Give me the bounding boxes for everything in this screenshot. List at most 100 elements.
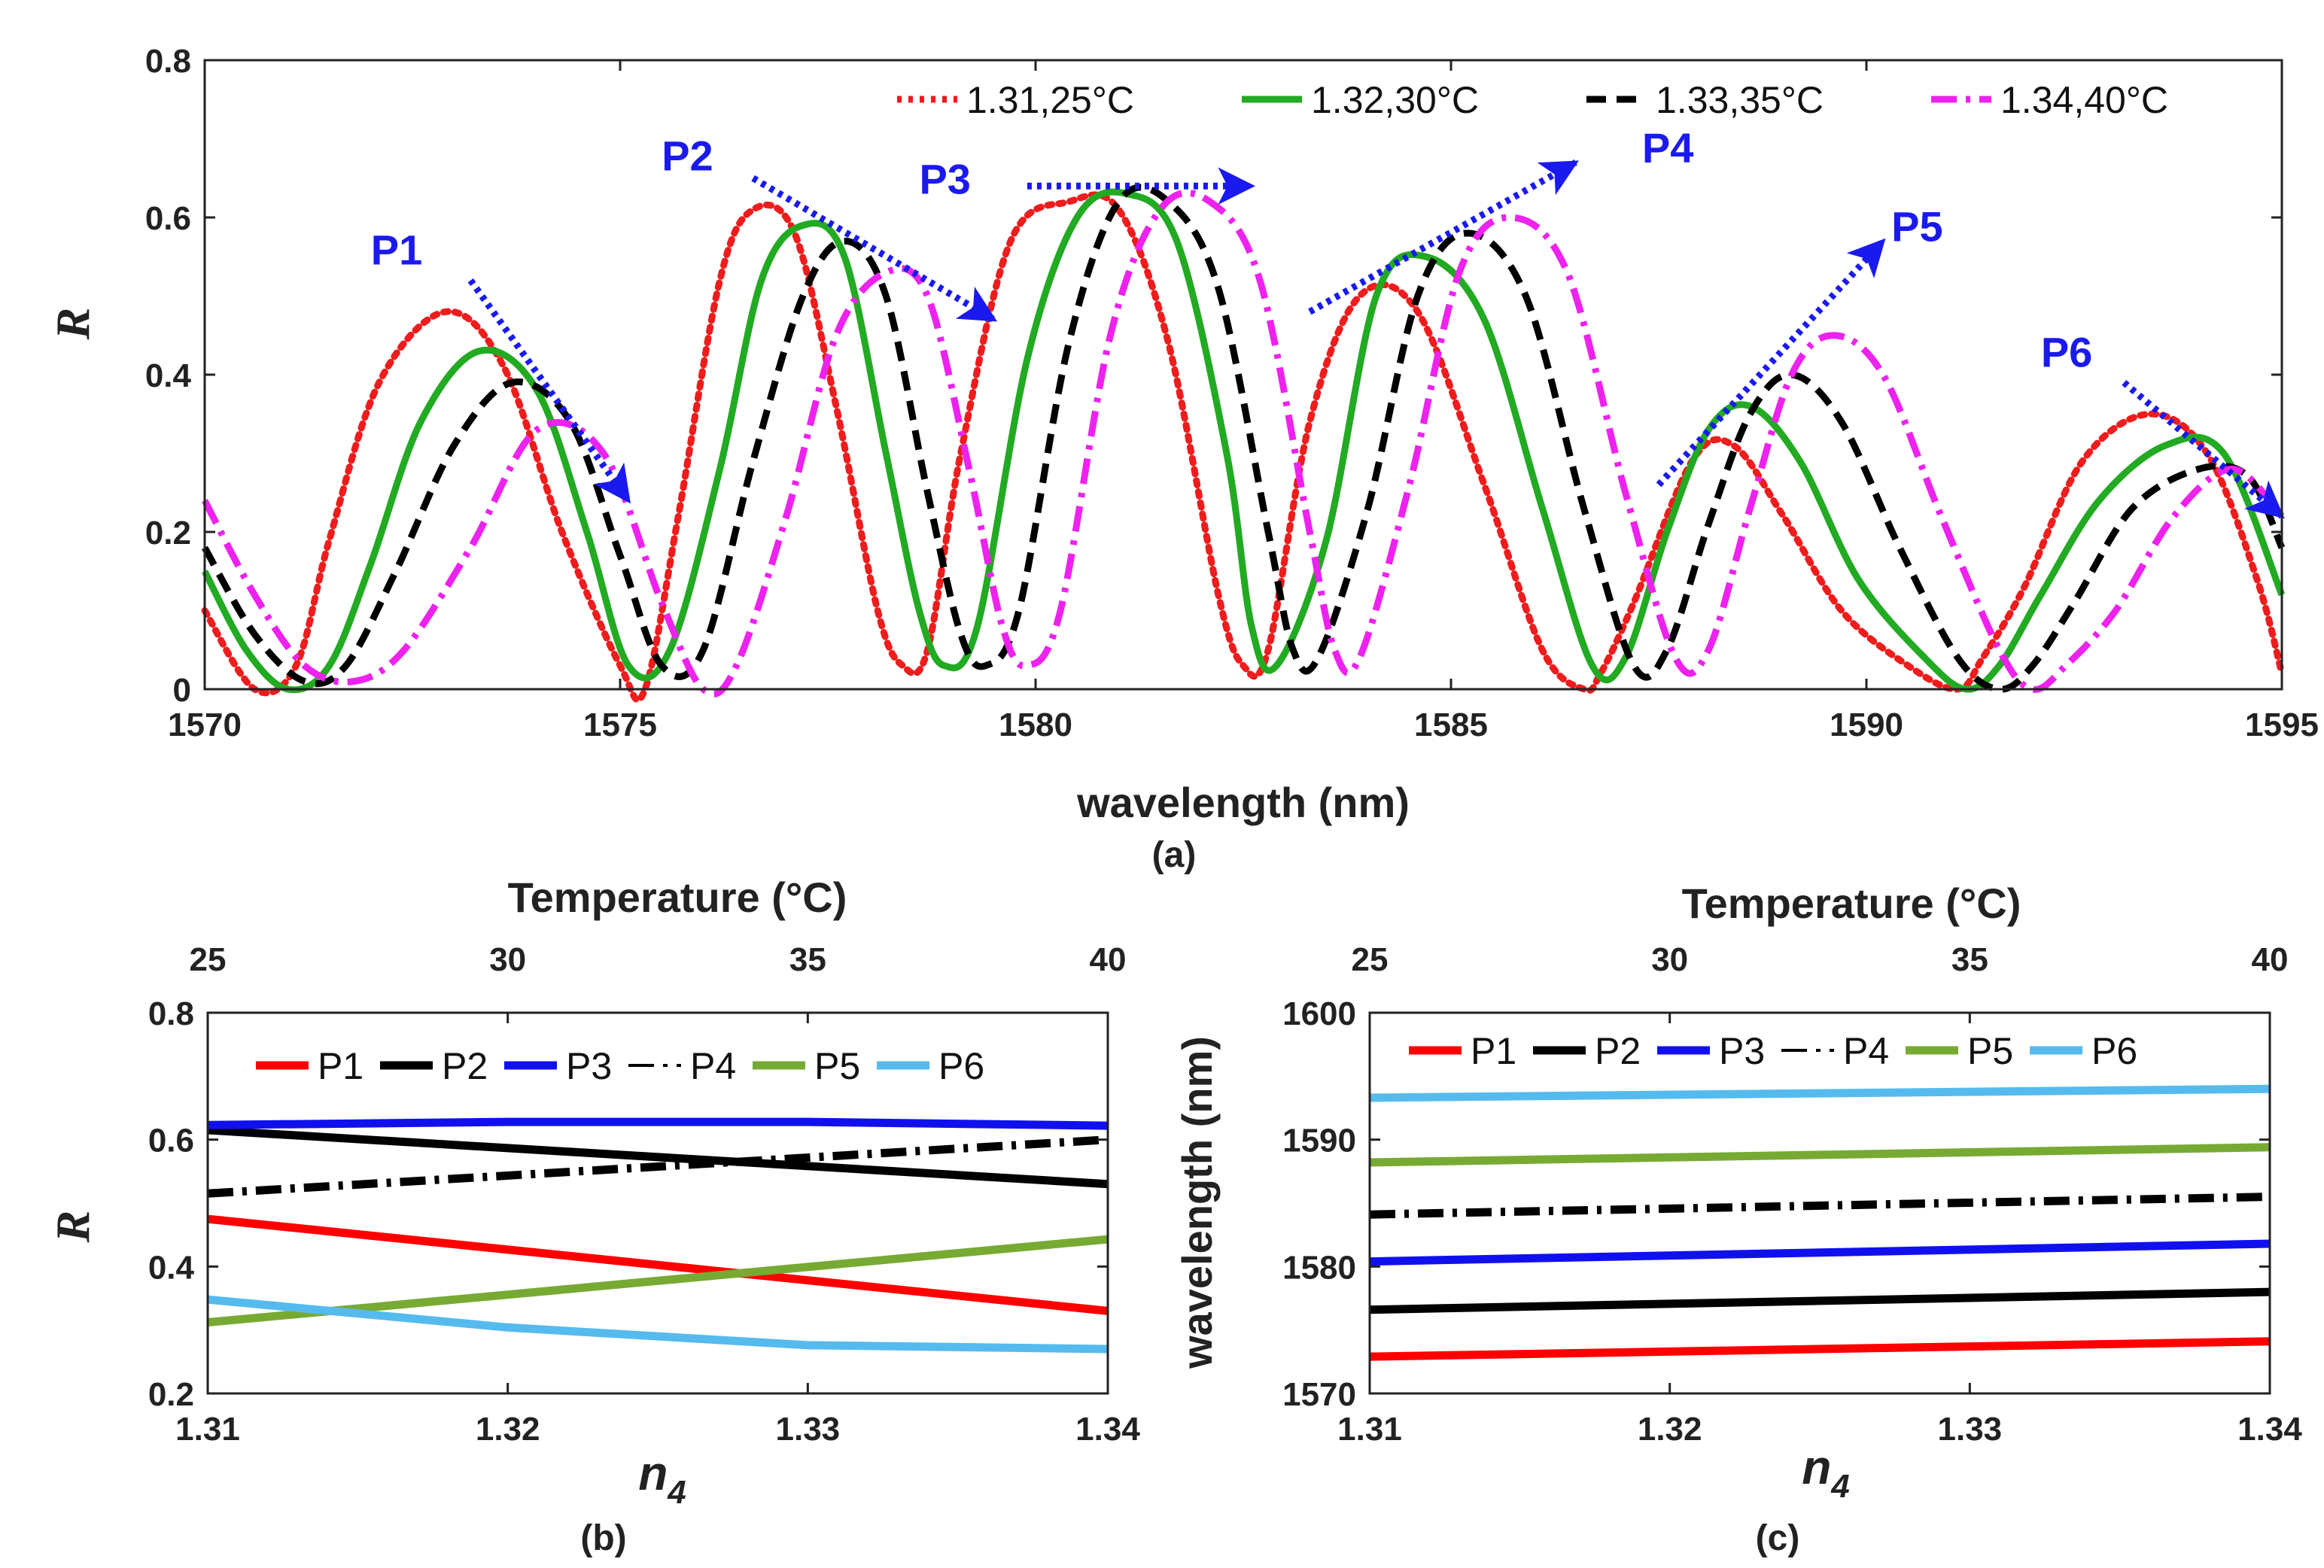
chart-c-caption: (c) <box>1756 1518 1800 1558</box>
chart-a-annotation-label-5: P5 <box>1891 202 1943 250</box>
chart-b-legend-label-2: P2 <box>442 1045 488 1087</box>
chart-b-ytick-label: 0.8 <box>148 995 194 1032</box>
chart-a: P1 P2 P3 P4 P5 P6 1570 1575 1580 1585 1590 1595 0 0.… <box>46 43 2319 875</box>
chart-b-xtick-label: 1.32 <box>476 1411 540 1448</box>
chart-a-legend-label-4: 1.34,40°C <box>2000 79 2168 121</box>
chart-b-xtick-label: 1.31 <box>175 1411 240 1448</box>
chart-c-legend-label-3: P3 <box>1719 1030 1765 1072</box>
chart-c-series-3 <box>1369 1239 2271 1266</box>
chart-a-series-4 <box>202 189 2285 698</box>
chart-a-legend-label-2: 1.32,30°C <box>1311 79 1479 121</box>
chart-b-toptick-label: 30 <box>489 941 526 978</box>
chart-c-series <box>1369 1084 2271 1361</box>
chart-b-toptick-label: 35 <box>789 941 826 978</box>
chart-a-xtick-label: 1585 <box>1414 707 1488 743</box>
chart-a-annotation-arrow-2 <box>751 175 998 323</box>
chart-c-legend-label-1: P1 <box>1471 1030 1516 1072</box>
chart-b-xtick-label: 1.33 <box>776 1411 841 1448</box>
chart-a-annotation-arrow-5 <box>1656 238 1886 488</box>
chart-b-xlabel: n4 <box>638 1446 686 1511</box>
chart-a-ylabel: R <box>46 308 99 341</box>
chart-b-legend-label-1: P1 <box>318 1045 364 1087</box>
chart-a-series-2 <box>202 188 2286 694</box>
chart-c-series-4 <box>1369 1193 2271 1219</box>
chart-b-series-1 <box>207 1214 1109 1315</box>
chart-c-series-1 <box>1369 1337 2271 1361</box>
chart-c-xtick-label: 1.31 <box>1337 1411 1402 1448</box>
chart-b-toplabel: Temperature (°C) <box>508 874 847 921</box>
chart-a-xtick-label: 1580 <box>999 707 1072 743</box>
chart-b-series <box>207 1117 1109 1354</box>
chart-b-series-4 <box>207 1135 1109 1198</box>
chart-a-xtick-label: 1570 <box>168 707 242 743</box>
chart-a-ytick-label: 0 <box>173 672 191 709</box>
chart-c-legend-label-5: P5 <box>1967 1030 2013 1072</box>
chart-b-legend-label-5: P5 <box>814 1045 860 1087</box>
chart-c-xlabel-sub: 4 <box>1830 1468 1849 1505</box>
chart-a-legend: 1.31,25°C 1.32,30°C 1.33,35°C 1.34,40°C <box>897 79 2168 121</box>
chart-a-annotation-label-6: P6 <box>2041 329 2093 376</box>
chart-a-annotations: P1 P2 P3 P4 P5 P6 <box>371 124 2285 519</box>
chart-b-legend-label-6: P6 <box>938 1045 984 1087</box>
chart-b-series-2 <box>207 1126 1109 1189</box>
chart-c-xtick-label: 1.33 <box>1938 1411 2003 1448</box>
chart-c-series-5 <box>1369 1143 2271 1167</box>
chart-a-series-3 <box>202 184 2286 693</box>
chart-a-caption: (a) <box>1152 835 1197 875</box>
chart-a-series <box>201 184 2286 703</box>
chart-a-ytick-label: 0.6 <box>145 200 191 237</box>
chart-b-ytick-label: 0.6 <box>148 1123 194 1159</box>
chart-a-ytick-label: 0.2 <box>145 515 191 552</box>
chart-c-toplabel: Temperature (°C) <box>1682 880 2021 927</box>
chart-a-ytick-label: 0.8 <box>145 43 191 80</box>
chart-b-xlabel-sub: 4 <box>667 1474 686 1511</box>
chart-b-ytick-label: 0.2 <box>148 1376 194 1413</box>
chart-c: 1.31 1.32 1.33 1.34 1570 1580 1590 1600 25 30 35 40… <box>1173 880 2302 1558</box>
chart-a-annotation-arrow-1 <box>467 278 631 504</box>
chart-a-annotation-arrow-4 <box>1308 159 1579 315</box>
chart-c-legend-label-4: P4 <box>1843 1030 1889 1072</box>
chart-b-frame <box>206 1011 1109 1395</box>
chart-a-annotation-label-4: P4 <box>1642 124 1694 172</box>
chart-c-toptick-label: 40 <box>2252 941 2289 978</box>
chart-c-legend-label-2: P2 <box>1595 1030 1641 1072</box>
chart-b-toptick-label: 40 <box>1090 941 1127 978</box>
chart-a-xtick-label: 1575 <box>583 707 657 743</box>
chart-b-legend-label-3: P3 <box>566 1045 612 1087</box>
chart-b-xlabel-main: n <box>638 1446 668 1500</box>
chart-b-caption: (b) <box>580 1518 626 1558</box>
chart-a-xtick-label: 1590 <box>1830 707 1903 743</box>
chart-c-xlabel-main: n <box>1802 1440 1831 1494</box>
chart-b-ylabel: R <box>46 1211 99 1244</box>
chart-c-xtick-label: 1.32 <box>1638 1411 1702 1448</box>
chart-c-legend: P1 P2 P3 P4 P5 P6 <box>1409 1030 2137 1072</box>
chart-b-legend: P1 P2 P3 P4 P5 P6 <box>256 1045 984 1087</box>
chart-b-series-3 <box>207 1117 1109 1130</box>
chart-a-xlabel: wavelength (nm) <box>1076 779 1410 826</box>
chart-c-ylabel: wavelength (nm) <box>1173 1036 1221 1369</box>
chart-a-legend-label-1: 1.31,25°C <box>966 79 1134 121</box>
chart-c-xtick-label: 1.34 <box>2237 1411 2302 1448</box>
chart-a-series-1 <box>201 191 2286 703</box>
chart-c-toptick-label: 30 <box>1651 941 1688 978</box>
chart-a-ytick-label: 0.4 <box>145 357 192 394</box>
chart-c-frame <box>1368 1011 2271 1395</box>
chart-b-legend-label-4: P4 <box>690 1045 736 1087</box>
chart-c-ytick-label: 1600 <box>1282 995 1356 1032</box>
chart-c-toptick-label: 25 <box>1352 941 1389 978</box>
chart-b-series-5 <box>207 1235 1109 1326</box>
chart-b-xtick-label: 1.34 <box>1075 1411 1140 1448</box>
chart-b-series-6 <box>207 1295 1109 1354</box>
chart-a-annotation-label-2: P2 <box>662 132 713 179</box>
chart-a-annotation-label-3: P3 <box>919 156 971 203</box>
chart-b: 1.31 1.32 1.33 1.340.20.40.60.825 30 35 40 P1 P… <box>46 874 1140 1558</box>
chart-c-legend-label-6: P6 <box>2091 1030 2137 1072</box>
chart-c-series-6 <box>1369 1084 2271 1102</box>
chart-c-ytick-label: 1570 <box>1282 1376 1356 1413</box>
chart-a-legend-label-3: 1.33,35°C <box>1656 79 1824 121</box>
chart-c-series-2 <box>1369 1287 2271 1314</box>
chart-b-ytick-label: 0.4 <box>148 1249 195 1286</box>
chart-c-toptick-label: 35 <box>1951 941 1988 978</box>
chart-b-toptick-label: 25 <box>190 941 227 978</box>
